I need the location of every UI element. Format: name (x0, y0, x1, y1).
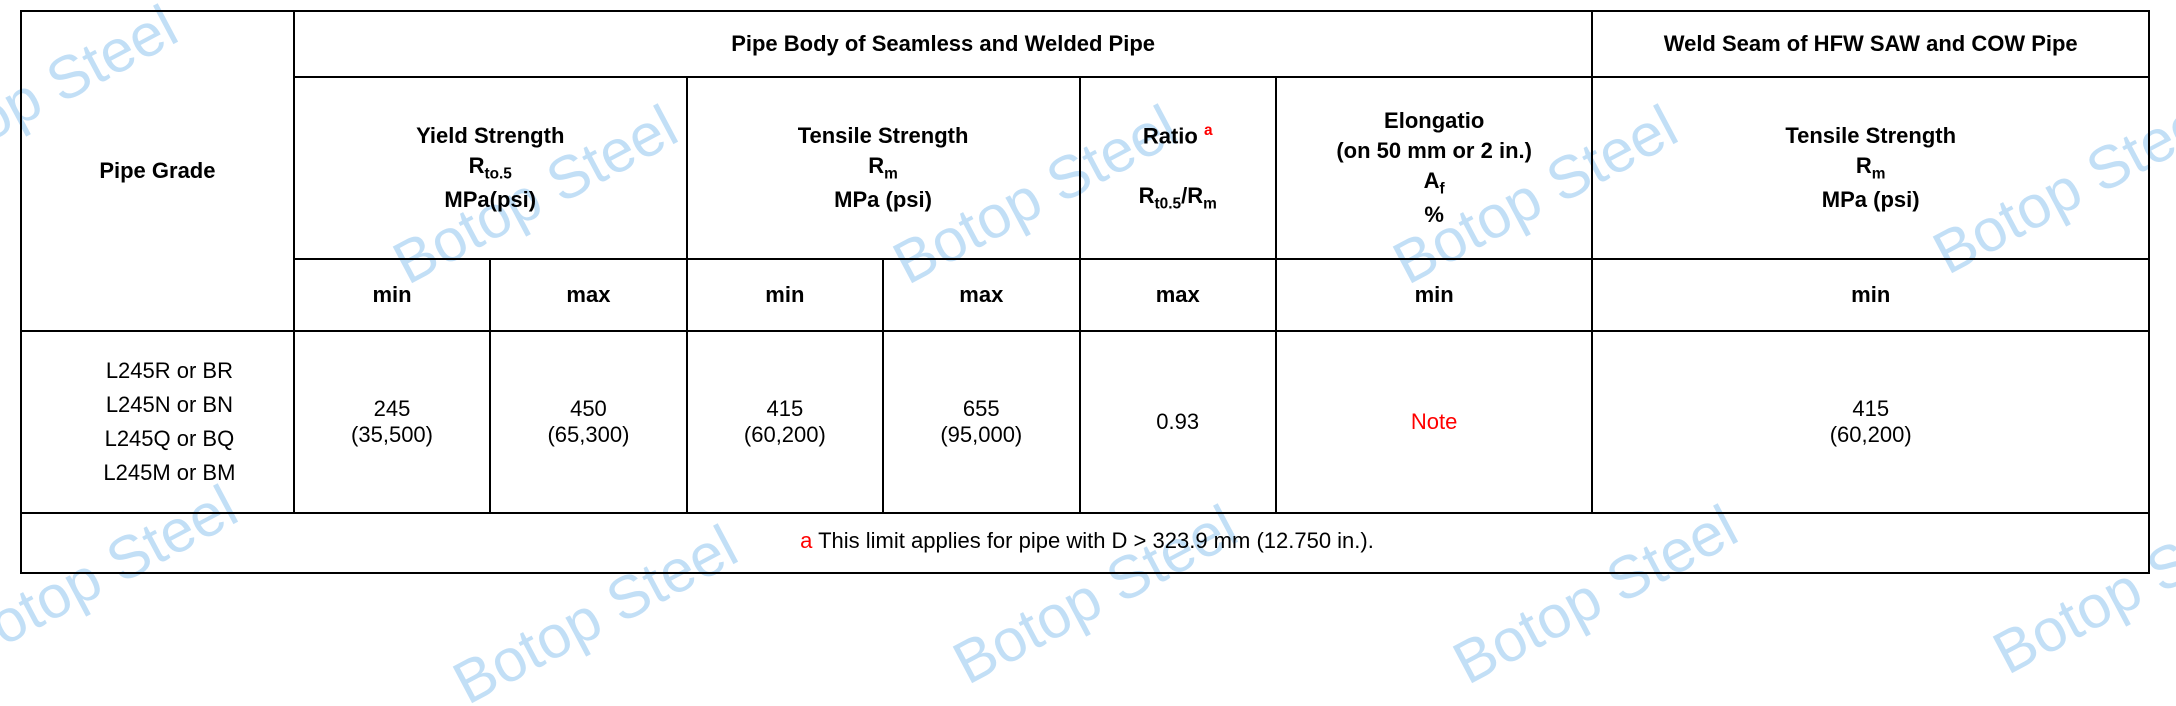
table-row: L245R or BR L245N or BN L245Q or BQ L245… (21, 331, 2149, 513)
header-tensile-max: max (883, 259, 1079, 331)
cell-elong-min: Note (1276, 331, 1592, 513)
ratio-superscript: a (1204, 122, 1213, 139)
pipe-grade-label: Pipe Grade (99, 158, 215, 183)
cell-weld-ts-min: 415 (60,200) (1592, 331, 2149, 513)
grade-0: L245R or BR (106, 358, 233, 383)
weld-group-label: Weld Seam of HFW SAW and COW Pipe (1664, 31, 2078, 56)
yield-max-v: 450 (570, 396, 607, 421)
tensile-title: Tensile Strength (798, 123, 969, 148)
tensile-unit: MPa (psi) (834, 187, 932, 212)
ratio-title: Ratio (1143, 123, 1198, 148)
cell-tensile-max: 655 (95,000) (883, 331, 1079, 513)
col-header-weld-tensile: Tensile Strength Rm MPa (psi) (1592, 77, 2149, 259)
col-header-ratio: Ratio a Rt0.5/Rm (1080, 77, 1276, 259)
spec-table: Pipe Grade Pipe Body of Seamless and Wel… (20, 10, 2150, 574)
footnote-cell: a This limit applies for pipe with D > 3… (21, 513, 2149, 573)
cell-yield-min: 245 (35,500) (294, 331, 490, 513)
cell-tensile-min: 415 (60,200) (687, 331, 883, 513)
body-group-label: Pipe Body of Seamless and Welded Pipe (731, 31, 1155, 56)
weld-ts-min-v: 415 (1852, 396, 1889, 421)
footnote-text: This limit applies for pipe with D > 323… (812, 528, 1373, 553)
cell-ratio-max: 0.93 (1080, 331, 1276, 513)
elong-unit: % (1424, 202, 1444, 227)
grade-3: L245M or BM (103, 460, 235, 485)
header-weld-ts-min: min (1592, 259, 2149, 331)
page: Botop Steel Botop Steel Botop Steel Boto… (0, 0, 2176, 706)
header-tensile-min: min (687, 259, 883, 331)
yield-min-psi: (35,500) (351, 422, 433, 447)
yield-max-psi: (65,300) (547, 422, 629, 447)
header-yield-max: max (490, 259, 686, 331)
weld-ts-unit: MPa (psi) (1822, 187, 1920, 212)
tensile-max-psi: (95,000) (940, 422, 1022, 447)
yield-unit: MPa(psi) (444, 187, 536, 212)
footnote-marker: a (800, 528, 812, 553)
group-header-weld: Weld Seam of HFW SAW and COW Pipe (1592, 11, 2149, 77)
grade-2: L245Q or BQ (105, 426, 235, 451)
tensile-max-v: 655 (963, 396, 1000, 421)
weld-ts-title: Tensile Strength (1785, 123, 1956, 148)
weld-ts-min-psi: (60,200) (1830, 422, 1912, 447)
ratio-max-v: 0.93 (1156, 409, 1199, 434)
col-header-tensile: Tensile Strength Rm MPa (psi) (687, 77, 1080, 259)
header-ratio-max: max (1080, 259, 1276, 331)
elong-line1: Elongatio (1384, 108, 1484, 133)
cell-pipe-grade: L245R or BR L245N or BN L245Q or BQ L245… (21, 331, 294, 513)
tensile-min-v: 415 (767, 396, 804, 421)
tensile-min-psi: (60,200) (744, 422, 826, 447)
header-elong-min: min (1276, 259, 1592, 331)
yield-min-v: 245 (374, 396, 411, 421)
cell-yield-max: 450 (65,300) (490, 331, 686, 513)
col-header-elongation: Elongatio (on 50 mm or 2 in.) Af % (1276, 77, 1592, 259)
footnote-row: a This limit applies for pipe with D > 3… (21, 513, 2149, 573)
elong-note: Note (1411, 409, 1457, 434)
elong-line2: (on 50 mm or 2 in.) (1336, 138, 1532, 163)
group-header-body: Pipe Body of Seamless and Welded Pipe (294, 11, 1593, 77)
yield-title: Yield Strength (416, 123, 564, 148)
header-yield-min: min (294, 259, 490, 331)
col-header-pipe-grade: Pipe Grade (21, 11, 294, 331)
col-header-yield: Yield Strength Rto.5 MPa(psi) (294, 77, 687, 259)
grade-1: L245N or BN (106, 392, 233, 417)
